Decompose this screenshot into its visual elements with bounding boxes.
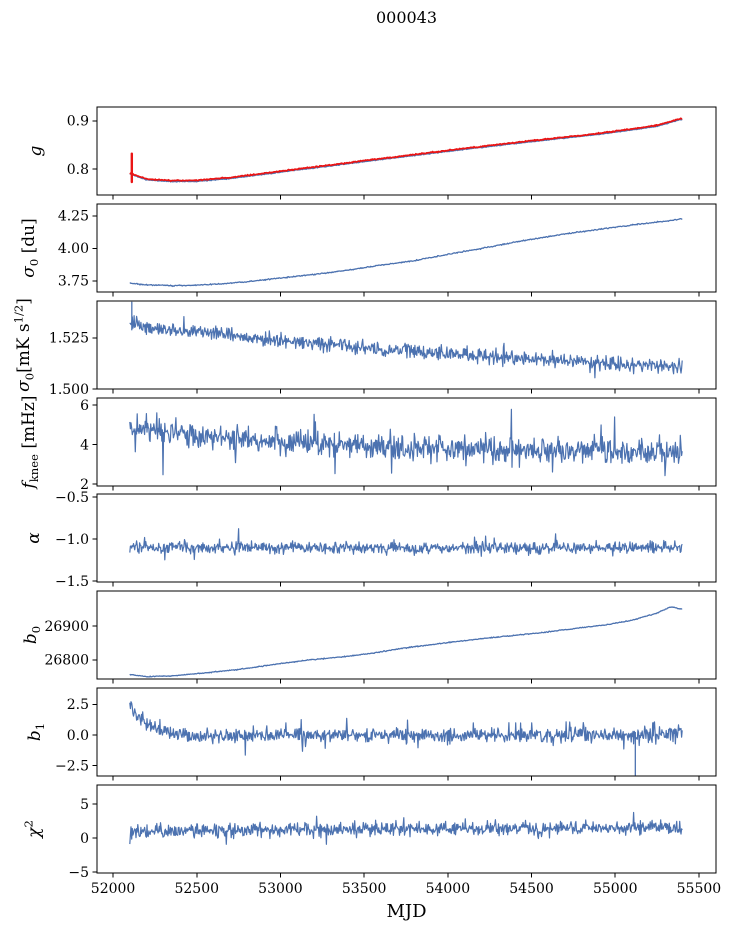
y-axis-label-sigma0-du: σ0 [du] — [18, 218, 42, 278]
axes-frame — [96, 493, 717, 583]
y-axis-label-alpha: α — [24, 532, 44, 544]
y-tick-label: 3.75 — [58, 274, 89, 290]
x-tick-label: 53000 — [258, 881, 303, 897]
b0-line — [129, 606, 683, 678]
axes-frame — [96, 300, 717, 390]
y-tick-label: 5 — [80, 797, 89, 813]
x-tick-label: 53500 — [342, 881, 387, 897]
y-axis-label-sigma0-mk: σ0[mK s1/2] — [11, 298, 37, 392]
y-tick-label: −0.5 — [55, 490, 89, 506]
y-axis-label-fknee: fknee [mHz] — [18, 395, 42, 489]
axes-frame — [96, 784, 717, 874]
y-tick-label: 0.0 — [67, 728, 89, 744]
axes-frame — [96, 203, 717, 293]
figure-title: 000043 — [375, 8, 438, 27]
x-tick-label: 55500 — [677, 881, 722, 897]
y-tick-label: −1.5 — [55, 574, 89, 590]
panel-b1: −2.5 0.0 2.5 — [55, 687, 717, 781]
panel-g: 0.8 0.9 — [67, 106, 717, 200]
y-tick-label: 2 — [80, 477, 89, 493]
axes-frame — [96, 687, 717, 777]
panel-sigma0-du: 3.75 4.00 4.25 — [58, 203, 717, 297]
panel-b0: 26800 26900 — [44, 590, 717, 684]
y-tick-label: −2.5 — [55, 758, 89, 774]
y-tick-label: 26800 — [44, 653, 89, 669]
y-axis-label-g: g — [26, 145, 46, 157]
x-tick-label: 55000 — [593, 881, 638, 897]
y-tick-label: 0 — [80, 831, 89, 847]
y-axis-label-b1: b1 — [24, 722, 48, 742]
chi2-line — [129, 811, 683, 845]
alpha-line — [129, 528, 683, 561]
y-tick-label: −1.0 — [55, 532, 89, 548]
y-tick-label: 4.00 — [58, 241, 89, 257]
y-tick-label: 0.9 — [67, 114, 89, 130]
y-tick-label: 1.500 — [49, 382, 89, 398]
x-axis-label: MJD — [386, 901, 427, 922]
x-tick-label: 52500 — [174, 881, 219, 897]
y-tick-label: 4 — [80, 437, 89, 453]
panel-chi2: −5 0 5 52000 52500 53000 53500 54000 54500 55000 5… — [68, 784, 722, 897]
panel-sigma0-mk: 1.500 1.525 — [49, 300, 717, 398]
x-tick-label: 54000 — [426, 881, 471, 897]
y-tick-label: 1.525 — [49, 331, 89, 347]
axes-frame — [96, 106, 717, 196]
panel-fknee: 2 4 6 — [80, 397, 717, 493]
axes-frame — [96, 397, 717, 487]
g-data-line — [129, 118, 683, 183]
sigma0-mk-line — [129, 315, 683, 379]
axes-frame — [96, 590, 717, 680]
y-tick-label: 0.8 — [67, 162, 89, 178]
y-tick-label: 6 — [80, 398, 89, 414]
panel-alpha: −1.5 −1.0 −0.5 — [55, 490, 717, 590]
x-tick-label: 54500 — [509, 881, 554, 897]
y-axis-label-chi2: χ2 — [21, 820, 45, 838]
sigma0-du-line — [129, 218, 683, 288]
y-axis-label-b0: b0 — [20, 625, 44, 645]
y-tick-label: 4.25 — [58, 209, 89, 225]
y-tick-label: 2.5 — [67, 697, 89, 713]
y-tick-label: 26900 — [44, 619, 89, 635]
fknee-line — [129, 408, 683, 477]
y-tick-label: −5 — [68, 865, 89, 881]
g-fit-line — [129, 117, 683, 182]
x-tick-label: 52000 — [91, 881, 136, 897]
b1-line — [129, 701, 683, 756]
